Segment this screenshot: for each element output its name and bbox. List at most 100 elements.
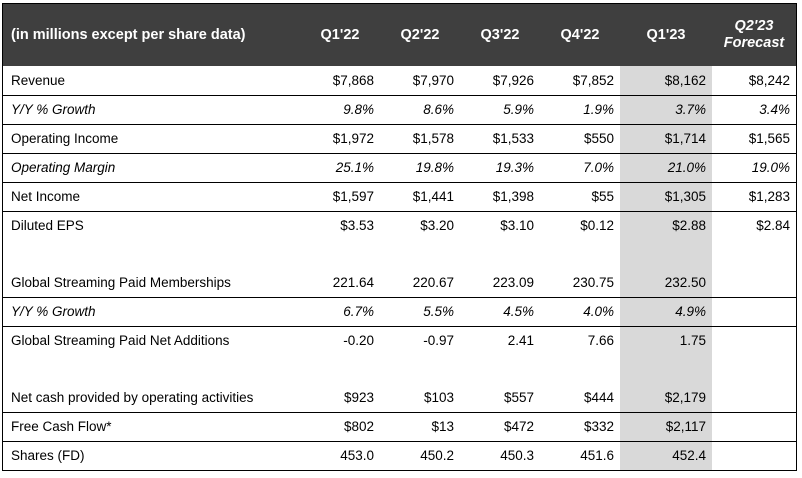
cell-q3-22: $3.10	[460, 210, 540, 240]
cell-forecast: $8,242	[748, 72, 790, 88]
spacer-row	[3, 355, 796, 383]
cell-q3-22: 2.41	[460, 325, 540, 355]
cell-q4-22: 7.0%	[540, 152, 620, 182]
cell-q3-22: 4.5%	[460, 296, 540, 326]
cell-q1-23: $1,305	[620, 181, 712, 211]
cell-q1-22: $7,868	[332, 72, 374, 88]
cell-q2-22: 220.67	[412, 274, 454, 290]
row-label: Y/Y % Growth	[3, 94, 300, 124]
cell-q3-22: $7,926	[492, 72, 534, 88]
cell-q2-22: $7,970	[412, 72, 454, 88]
cell-forecast: $1,565	[712, 123, 796, 153]
cell-q1-22: 221.64	[332, 274, 374, 290]
cell-q4-22: 230.75	[572, 274, 614, 290]
spacer-row	[3, 240, 796, 268]
cell-q1-23: 232.50	[620, 268, 712, 297]
forecast-quarter: Q2'23	[734, 18, 774, 34]
cell-q3-22: 19.3%	[460, 152, 540, 182]
header-col-q3-22: Q3'22	[460, 4, 540, 66]
cell-q1-23: 3.7%	[620, 94, 712, 124]
cell-q2-22: 450.2	[380, 440, 460, 470]
cell-q2-22: $103	[423, 389, 454, 405]
cell-q1-23: $2,117	[620, 411, 712, 441]
cell-q3-22: $1,533	[460, 123, 540, 153]
cell-q2-22: $3.20	[380, 210, 460, 240]
header-col-q1-22: Q1'22	[300, 4, 380, 66]
cell-q1-22: $1,597	[300, 181, 380, 211]
row-label: Y/Y % Growth	[3, 296, 300, 326]
cell-forecast: 19.0%	[712, 152, 796, 182]
cell-forecast: $1,283	[712, 181, 796, 211]
cell-q2-22: 5.5%	[380, 296, 460, 326]
row-label: Operating Income	[3, 123, 300, 153]
cell-q1-22: 25.1%	[300, 152, 380, 182]
cell-q3-22: 5.9%	[460, 94, 540, 124]
cell-q1-22: $3.53	[300, 210, 380, 240]
cell-q1-22: $802	[300, 411, 380, 441]
row-label: Free Cash Flow*	[3, 411, 300, 441]
cell-forecast: 3.4%	[712, 94, 796, 124]
table-row: Net Income $1,597 $1,441 $1,398 $55 $1,3…	[3, 181, 796, 211]
cell-q1-22: 6.7%	[300, 296, 380, 326]
forecast-label: Forecast	[723, 35, 785, 51]
cell-q4-22: 451.6	[540, 440, 620, 470]
cell-forecast	[712, 411, 796, 441]
header-col-q4-22: Q4'22	[540, 4, 620, 66]
cell-q2-22: 19.8%	[380, 152, 460, 182]
cell-q4-22: 1.9%	[540, 94, 620, 124]
cell-q1-23: 4.9%	[620, 296, 712, 326]
cell-q1-22: $1,972	[300, 123, 380, 153]
financial-summary-table-frame: (in millions except per share data) Q1'2…	[2, 3, 797, 471]
cell-q2-22: 8.6%	[380, 94, 460, 124]
row-label: Revenue	[11, 72, 66, 88]
financial-summary-table: (in millions except per share data) Q1'2…	[3, 4, 796, 470]
cell-q2-22: $1,578	[380, 123, 460, 153]
cell-q4-22: $444	[583, 389, 614, 405]
cell-q3-22: 223.09	[492, 274, 534, 290]
cell-q1-23: 21.0%	[620, 152, 712, 182]
cell-q1-22: 453.0	[300, 440, 380, 470]
cell-q2-22: -0.97	[380, 325, 460, 355]
cell-q4-22: $7,852	[572, 72, 614, 88]
cell-q1-23: $2.88	[620, 210, 712, 240]
cell-q3-22: 450.3	[460, 440, 540, 470]
cell-q2-22: $13	[380, 411, 460, 441]
cell-q3-22: $1,398	[460, 181, 540, 211]
header-col-q2-22: Q2'22	[380, 4, 460, 66]
cell-q3-22: $557	[503, 389, 534, 405]
row-label: Shares (FD)	[3, 440, 300, 470]
cell-q4-22: $332	[540, 411, 620, 441]
cell-q4-22: 4.0%	[540, 296, 620, 326]
table-row: Net cash provided by operating activitie…	[3, 383, 796, 412]
cell-q1-22: -0.20	[300, 325, 380, 355]
cell-forecast	[712, 268, 796, 297]
table-row: Diluted EPS $3.53 $3.20 $3.10 $0.12 $2.8…	[3, 210, 796, 240]
cell-forecast	[712, 296, 796, 326]
table-row: Operating Margin 25.1% 19.8% 19.3% 7.0% …	[3, 152, 796, 182]
cell-q1-23: 1.75	[620, 325, 712, 355]
header-units-label: (in millions except per share data)	[3, 4, 300, 66]
cell-q1-23: $2,179	[620, 383, 712, 412]
cell-q1-22: $923	[343, 389, 374, 405]
row-label: Global Streaming Paid Memberships	[11, 274, 231, 290]
row-label: Diluted EPS	[3, 210, 300, 240]
cell-q1-23: 452.4	[620, 440, 712, 470]
header-col-q1-23: Q1'23	[620, 4, 712, 66]
row-label: Operating Margin	[3, 152, 300, 182]
cell-q2-22: $1,441	[380, 181, 460, 211]
cell-q1-22: 9.8%	[300, 94, 380, 124]
table-row: Y/Y % Growth 9.8% 8.6% 5.9% 1.9% 3.7% 3.…	[3, 94, 796, 124]
cell-forecast	[712, 325, 796, 355]
cell-q4-22: $0.12	[540, 210, 620, 240]
row-label: Global Streaming Paid Net Additions	[3, 325, 300, 355]
cell-forecast	[712, 440, 796, 470]
cell-q4-22: $550	[540, 123, 620, 153]
table-row: Y/Y % Growth 6.7% 5.5% 4.5% 4.0% 4.9%	[3, 296, 796, 326]
table-row: Operating Income $1,972 $1,578 $1,533 $5…	[3, 123, 796, 153]
table-row: Revenue $7,868 $7,970 $7,926 $7,852 $8,1…	[3, 66, 796, 95]
cell-forecast: $2.84	[712, 210, 796, 240]
cell-q3-22: $472	[460, 411, 540, 441]
row-label: Net cash provided by operating activitie…	[11, 389, 254, 405]
table-row: Free Cash Flow* $802 $13 $472 $332 $2,11…	[3, 411, 796, 441]
row-label: Net Income	[3, 181, 300, 211]
